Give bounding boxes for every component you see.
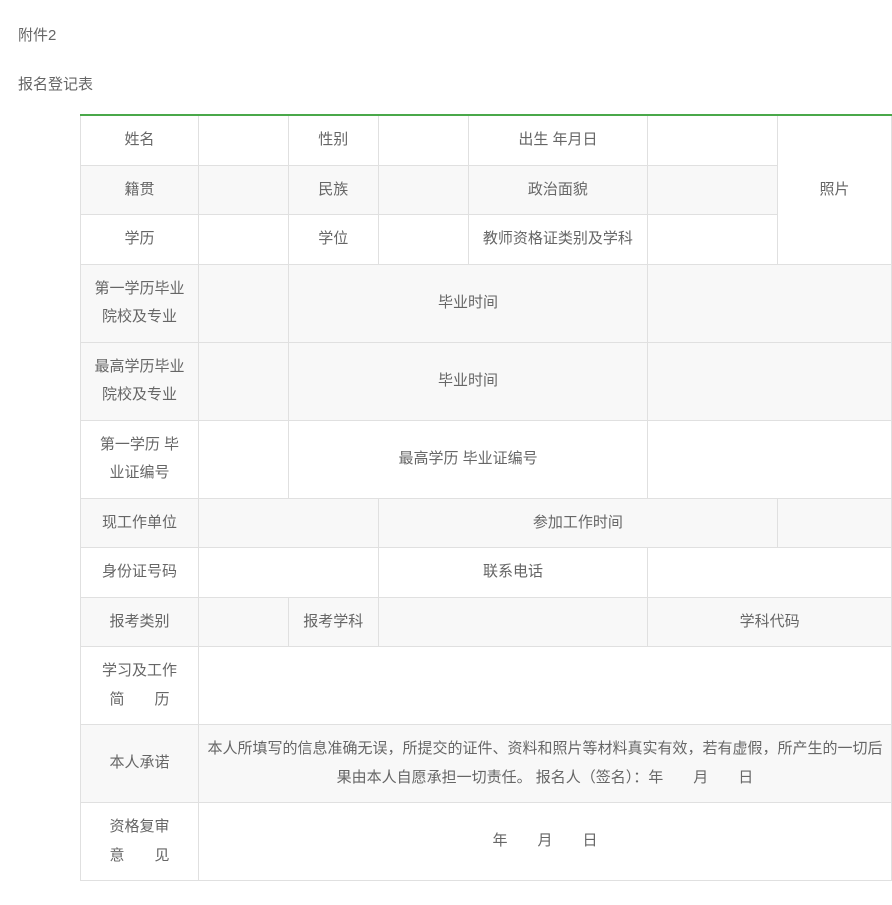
cell-grad-time-2-value — [648, 342, 892, 420]
label-phone: 联系电话 — [378, 548, 648, 598]
cell-review-date: 年 月 日 — [198, 803, 891, 881]
label-grad-time-2: 毕业时间 — [288, 342, 648, 420]
cell-grad-time-1-value — [648, 264, 892, 342]
label-apply-category: 报考类别 — [81, 597, 199, 647]
label-grad-time-1: 毕业时间 — [288, 264, 648, 342]
label-teacher-cert: 教师资格证类别及学科 — [468, 215, 648, 265]
cell-degree-value — [378, 215, 468, 265]
cell-resume-value — [198, 647, 891, 725]
label-current-employer: 现工作单位 — [81, 498, 199, 548]
label-subject-code: 学科代码 — [648, 597, 892, 647]
cell-first-edu-school-value — [198, 264, 288, 342]
cell-current-employer-value — [198, 498, 378, 548]
cell-teacher-cert-value — [648, 215, 778, 265]
cell-native-place-value — [198, 165, 288, 215]
label-name: 姓名 — [81, 115, 199, 165]
cell-id-number-value — [198, 548, 378, 598]
cell-apply-category-value — [198, 597, 288, 647]
cell-highest-cert-num-value — [648, 420, 892, 498]
label-first-cert: 第一学历 毕 业证编号 — [81, 420, 199, 498]
attachment-label: 附件2 — [18, 24, 874, 45]
label-degree: 学位 — [288, 215, 378, 265]
label-political-status: 政治面貌 — [468, 165, 648, 215]
label-gender: 性别 — [288, 115, 378, 165]
label-highest-edu-school-line1: 最高学历毕业 — [94, 358, 184, 375]
cell-birth-value — [648, 115, 778, 165]
cell-commitment-text: 本人所填写的信息准确无误，所提交的证件、资料和照片等材料真实有效，若有虚假，所产… — [198, 725, 891, 803]
label-resume-line1: 学习及工作 — [102, 662, 177, 679]
label-first-cert-line2: 业证编号 — [109, 464, 169, 481]
cell-work-start-time-value — [778, 498, 892, 548]
label-first-edu-school-line1: 第一学历毕业 — [94, 280, 184, 297]
cell-gender-value — [378, 115, 468, 165]
label-first-edu-school: 第一学历毕业 院校及专业 — [81, 264, 199, 342]
label-first-cert-line1: 第一学历 毕 — [100, 436, 179, 453]
label-resume-line2: 简 历 — [109, 691, 169, 708]
label-review-line2: 意 见 — [109, 847, 169, 864]
cell-apply-subject-value — [378, 597, 648, 647]
label-resume: 学习及工作 简 历 — [81, 647, 199, 725]
label-highest-edu-school: 最高学历毕业 院校及专业 — [81, 342, 199, 420]
cell-first-cert-value — [198, 420, 288, 498]
cell-phone-value — [648, 548, 892, 598]
cell-ethnicity-value — [378, 165, 468, 215]
label-ethnicity: 民族 — [288, 165, 378, 215]
label-review: 资格复审 意 见 — [81, 803, 199, 881]
registration-form-table: 姓名 性别 出生 年月日 照片 籍贯 民族 政治面貌 学历 学位 教师资格证类别… — [80, 114, 892, 881]
cell-education-value — [198, 215, 288, 265]
label-photo: 照片 — [778, 115, 892, 264]
label-review-line1: 资格复审 — [109, 818, 169, 835]
cell-political-status-value — [648, 165, 778, 215]
cell-highest-edu-school-value — [198, 342, 288, 420]
label-apply-subject: 报考学科 — [288, 597, 378, 647]
page-title: 报名登记表 — [18, 73, 874, 94]
label-birth: 出生 年月日 — [468, 115, 648, 165]
label-highest-cert-num: 最高学历 毕业证编号 — [288, 420, 648, 498]
label-work-start-time: 参加工作时间 — [378, 498, 777, 548]
label-first-edu-school-line2: 院校及专业 — [102, 308, 177, 325]
label-self-commitment: 本人承诺 — [81, 725, 199, 803]
cell-name-value — [198, 115, 288, 165]
label-id-number: 身份证号码 — [81, 548, 199, 598]
label-highest-edu-school-line2: 院校及专业 — [102, 386, 177, 403]
label-education: 学历 — [81, 215, 199, 265]
label-native-place: 籍贯 — [81, 165, 199, 215]
